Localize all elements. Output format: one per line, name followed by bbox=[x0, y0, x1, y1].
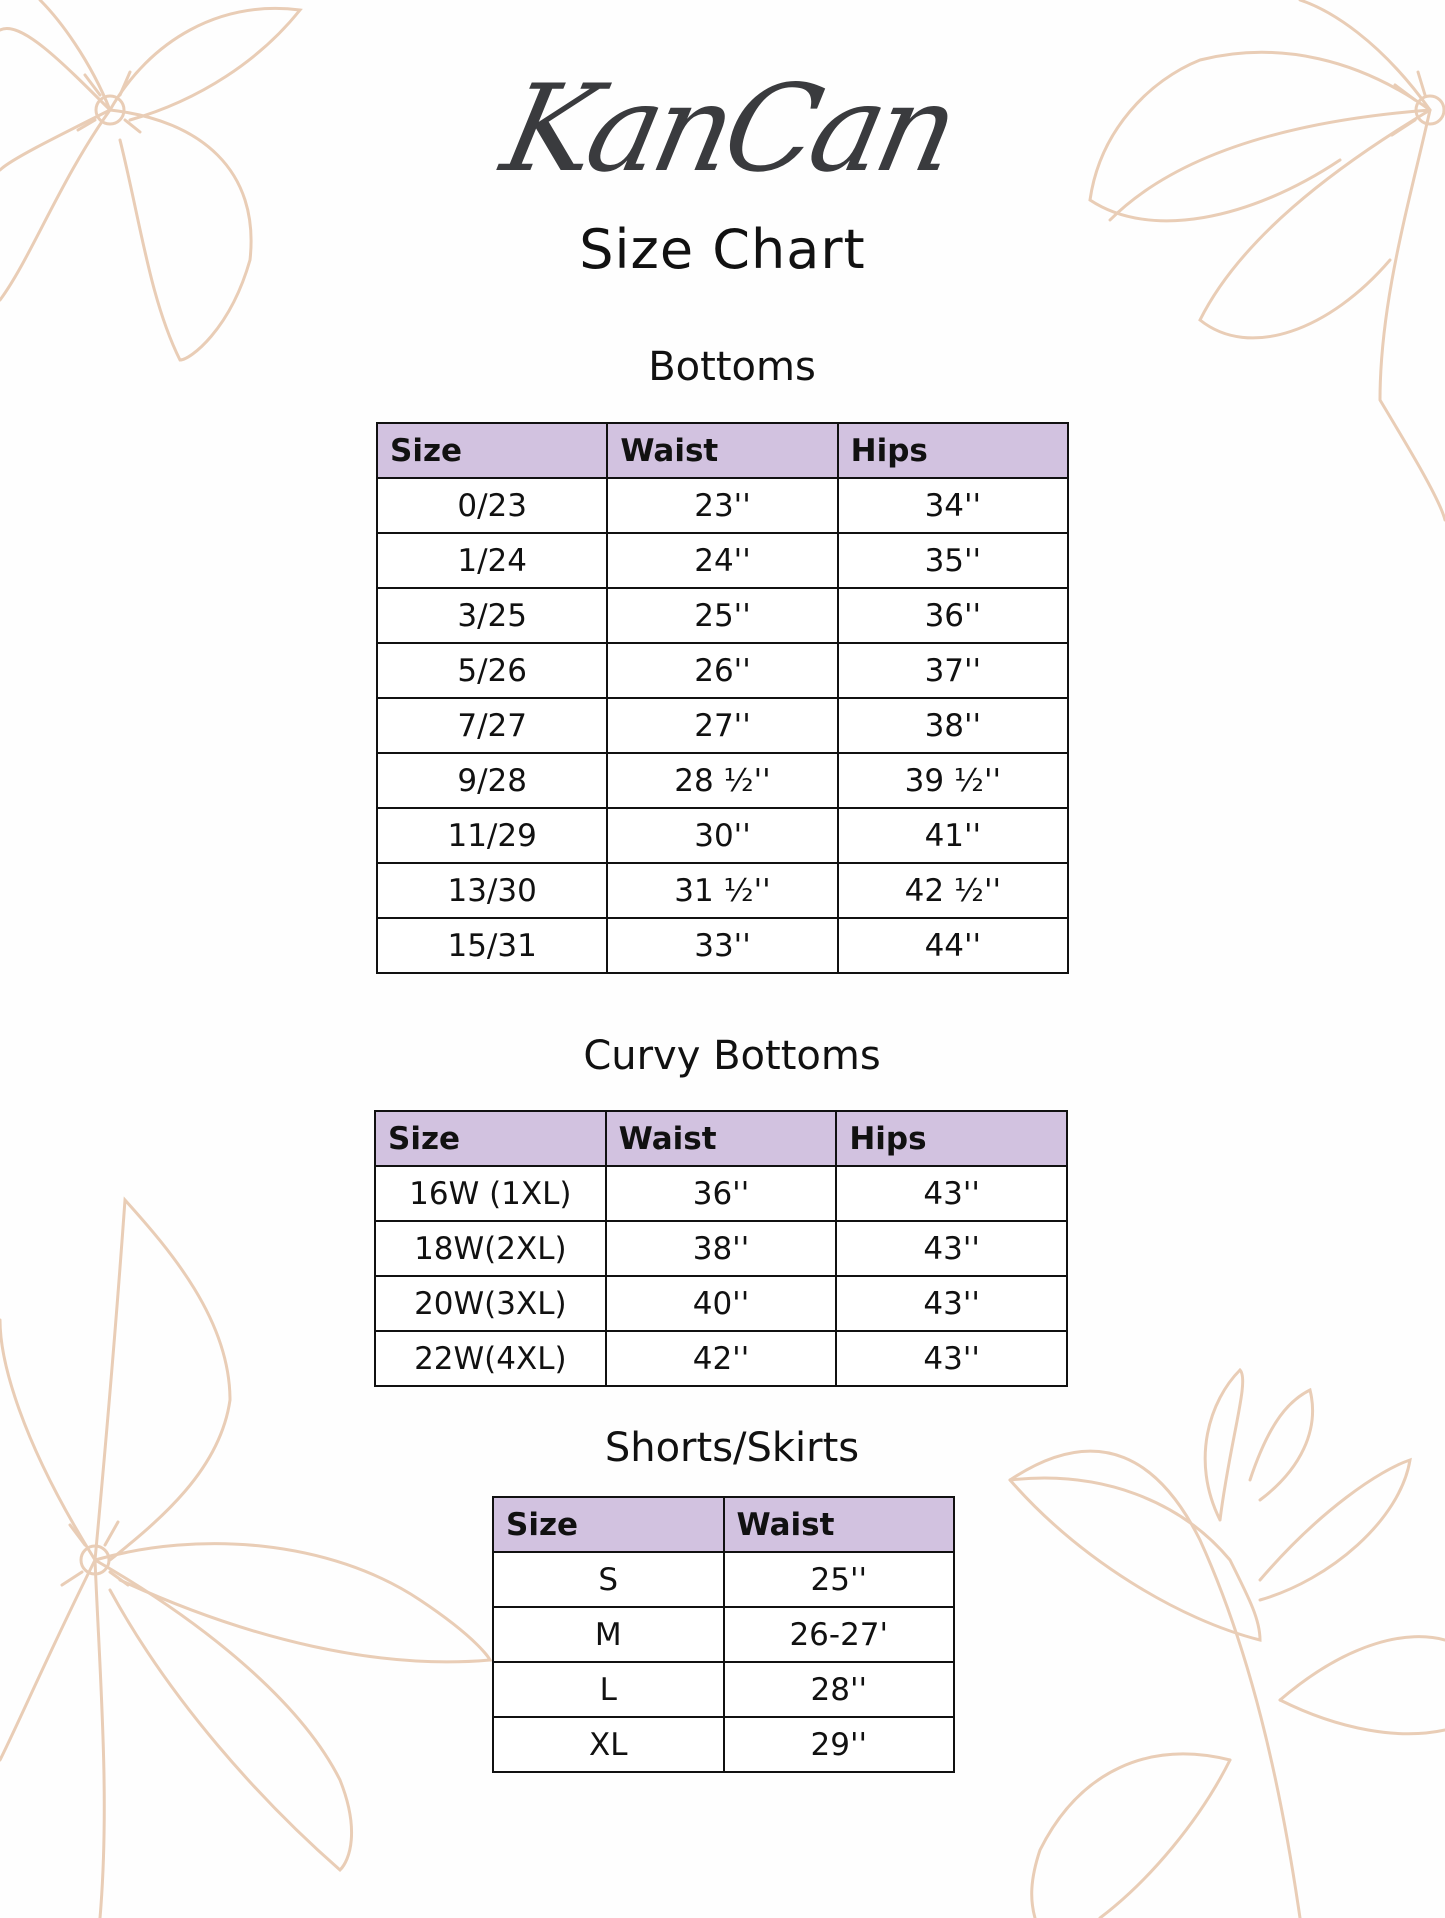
cell-waist: 27'' bbox=[606, 697, 839, 754]
table-row: 18W(2XL) 38'' 43'' bbox=[374, 1220, 1068, 1277]
table-row: L 28'' bbox=[492, 1661, 955, 1718]
table-row: 7/27 27'' 38'' bbox=[375, 697, 1070, 754]
cell-waist: 28 ½'' bbox=[606, 752, 839, 809]
cell-waist: 26'' bbox=[606, 642, 839, 699]
cell-size: 15/31 bbox=[375, 917, 609, 974]
cell-size: 0/23 bbox=[375, 477, 609, 534]
cell-waist: 26-27' bbox=[722, 1606, 955, 1663]
cell-hips: 42 ½'' bbox=[836, 862, 1070, 919]
cell-hips: 36'' bbox=[836, 587, 1070, 644]
cell-size: S bbox=[492, 1551, 725, 1608]
cell-hips: 38'' bbox=[836, 697, 1070, 754]
size-table-shorts-skirts: Size Waist S 25'' M 26-27' L 28'' XL 29'' bbox=[492, 1496, 955, 1773]
cell-size: 5/26 bbox=[375, 642, 609, 699]
column-header-waist: Waist bbox=[722, 1496, 955, 1553]
cell-waist: 25'' bbox=[606, 587, 839, 644]
table-row: 9/28 28 ½'' 39 ½'' bbox=[375, 752, 1070, 809]
table-row: 3/25 25'' 36'' bbox=[375, 587, 1070, 644]
table-row: 15/31 33'' 44'' bbox=[375, 917, 1070, 974]
cell-waist: 31 ½'' bbox=[606, 862, 839, 919]
cell-waist: 40'' bbox=[604, 1275, 838, 1332]
section-title-bottoms: Bottoms bbox=[648, 344, 816, 390]
cell-size: M bbox=[492, 1606, 725, 1663]
cell-hips: 43'' bbox=[835, 1275, 1068, 1332]
table-row: 0/23 23'' 34'' bbox=[375, 477, 1070, 534]
flower-top-left-illustration bbox=[0, 0, 303, 362]
table-row: 22W(4XL) 42'' 43'' bbox=[374, 1330, 1068, 1387]
table-header-row: Size Waist bbox=[492, 1496, 955, 1553]
column-header-hips: Hips bbox=[836, 422, 1070, 479]
cell-hips: 44'' bbox=[836, 917, 1070, 974]
cell-size: 3/25 bbox=[375, 587, 609, 644]
cell-size: 1/24 bbox=[375, 532, 609, 589]
table-row: 1/24 24'' 35'' bbox=[375, 532, 1070, 589]
cell-hips: 43'' bbox=[835, 1220, 1068, 1277]
column-header-waist: Waist bbox=[606, 422, 839, 479]
cell-waist: 36'' bbox=[604, 1165, 838, 1222]
column-header-waist: Waist bbox=[604, 1110, 838, 1167]
cell-waist: 29'' bbox=[722, 1716, 955, 1773]
size-table-curvy-bottoms: Size Waist Hips 16W (1XL) 36'' 43'' 18W(2XL) 38… bbox=[374, 1110, 1068, 1387]
table-row: 5/26 26'' 37'' bbox=[375, 642, 1070, 699]
section-title-curvy-bottoms: Curvy Bottoms bbox=[583, 1033, 881, 1079]
cell-waist: 38'' bbox=[604, 1220, 838, 1277]
table-header-row: Size Waist Hips bbox=[374, 1110, 1068, 1167]
cell-waist: 25'' bbox=[722, 1551, 955, 1608]
cell-waist: 42'' bbox=[604, 1330, 838, 1387]
page-title: Size Chart bbox=[579, 218, 866, 281]
brand-logo: KanCan bbox=[490, 58, 965, 198]
cell-hips: 41'' bbox=[836, 807, 1070, 864]
cell-hips: 39 ½'' bbox=[836, 752, 1070, 809]
cell-hips: 35'' bbox=[836, 532, 1070, 589]
table-header-row: Size Waist Hips bbox=[375, 422, 1070, 479]
svg-text:KanCan: KanCan bbox=[490, 58, 965, 198]
table-row: M 26-27' bbox=[492, 1606, 955, 1663]
cell-waist: 33'' bbox=[606, 917, 839, 974]
cell-size: 18W(2XL) bbox=[374, 1220, 607, 1277]
cell-size: 20W(3XL) bbox=[374, 1275, 607, 1332]
cell-size: 7/27 bbox=[375, 697, 609, 754]
column-header-size: Size bbox=[375, 422, 609, 479]
cell-hips: 37'' bbox=[836, 642, 1070, 699]
column-header-hips: Hips bbox=[835, 1110, 1068, 1167]
column-header-size: Size bbox=[492, 1496, 725, 1553]
size-table-bottoms: Size Waist Hips 0/23 23'' 34'' 1/24 24'' 35'' 3/2… bbox=[375, 422, 1070, 974]
cell-size: 13/30 bbox=[375, 862, 609, 919]
cell-size: 9/28 bbox=[375, 752, 609, 809]
cell-hips: 34'' bbox=[836, 477, 1070, 534]
cell-size: 16W (1XL) bbox=[374, 1165, 607, 1222]
cell-waist: 23'' bbox=[606, 477, 839, 534]
cell-size: 11/29 bbox=[375, 807, 609, 864]
table-row: 13/30 31 ½'' 42 ½'' bbox=[375, 862, 1070, 919]
table-row: 11/29 30'' 41'' bbox=[375, 807, 1070, 864]
cell-size: L bbox=[492, 1661, 725, 1718]
table-row: 20W(3XL) 40'' 43'' bbox=[374, 1275, 1068, 1332]
cell-waist: 24'' bbox=[606, 532, 839, 589]
cell-hips: 43'' bbox=[835, 1330, 1068, 1387]
cell-size: 22W(4XL) bbox=[374, 1330, 607, 1387]
table-row: S 25'' bbox=[492, 1551, 955, 1608]
table-row: XL 29'' bbox=[492, 1716, 955, 1773]
column-header-size: Size bbox=[374, 1110, 607, 1167]
cell-hips: 43'' bbox=[835, 1165, 1068, 1222]
table-row: 16W (1XL) 36'' 43'' bbox=[374, 1165, 1068, 1222]
section-title-shorts-skirts: Shorts/Skirts bbox=[604, 1425, 860, 1471]
cell-waist: 30'' bbox=[606, 807, 839, 864]
cell-waist: 28'' bbox=[722, 1661, 955, 1718]
cell-size: XL bbox=[492, 1716, 725, 1773]
